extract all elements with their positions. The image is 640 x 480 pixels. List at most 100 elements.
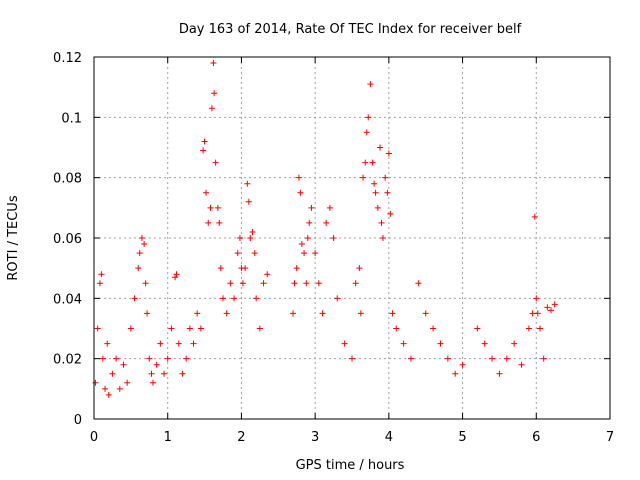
data-point <box>127 325 134 332</box>
data-point <box>113 355 120 362</box>
data-point <box>291 280 298 287</box>
data-point <box>124 379 131 386</box>
y-tick-label: 0.08 <box>53 172 82 187</box>
data-point <box>168 325 175 332</box>
data-point <box>308 204 315 211</box>
y-tick-label: 0.12 <box>53 51 82 66</box>
data-point <box>540 355 547 362</box>
data-point <box>385 150 392 157</box>
data-point <box>194 310 201 317</box>
data-point <box>422 310 429 317</box>
data-point <box>356 265 363 272</box>
data-point <box>197 325 204 332</box>
data-point <box>400 340 407 347</box>
data-point <box>211 90 218 97</box>
data-point <box>138 235 145 241</box>
data-point <box>297 189 304 196</box>
data-point <box>173 271 180 278</box>
data-point <box>371 180 378 187</box>
data-point <box>96 280 103 287</box>
data-point <box>164 355 171 362</box>
data-point <box>251 250 258 257</box>
y-tick-label: 0 <box>74 413 82 428</box>
y-tick-label: 0.04 <box>53 292 82 307</box>
data-point <box>444 355 451 362</box>
data-point <box>220 295 226 302</box>
data-point <box>377 144 384 151</box>
grid <box>94 57 610 419</box>
data-point <box>415 280 422 287</box>
data-point <box>511 340 518 347</box>
data-point <box>247 235 254 241</box>
data-point <box>437 340 444 347</box>
data-point <box>104 340 111 347</box>
x-tick-label: 2 <box>237 430 245 445</box>
data-point <box>304 235 311 241</box>
data-point <box>102 385 109 392</box>
data-point <box>312 250 319 257</box>
data-point <box>239 280 246 287</box>
data-point <box>389 310 396 317</box>
data-point <box>326 204 333 211</box>
data-point <box>367 81 374 88</box>
data-point <box>489 355 496 362</box>
data-point <box>234 250 241 257</box>
data-point <box>120 361 127 368</box>
data-point <box>253 295 260 302</box>
data-point <box>216 219 223 226</box>
data-point <box>301 250 308 257</box>
data-point <box>323 219 330 226</box>
data-point <box>172 274 179 281</box>
data-point <box>109 370 116 377</box>
data-point <box>352 280 359 287</box>
data-point <box>217 265 224 272</box>
data-point <box>365 114 372 121</box>
data-point <box>407 355 414 362</box>
x-axis-label: GPS time / hours <box>296 458 405 473</box>
data-point <box>153 361 160 368</box>
data-point <box>208 105 215 112</box>
data-point <box>144 310 151 317</box>
data-point <box>551 301 558 308</box>
data-point <box>548 307 555 314</box>
data-point <box>210 60 217 67</box>
data-point <box>544 304 551 311</box>
data-point <box>260 280 267 287</box>
x-tick-label: 4 <box>385 430 393 445</box>
data-point <box>387 210 394 217</box>
data-point <box>369 159 376 166</box>
data-point <box>190 340 197 347</box>
data-point <box>201 138 208 145</box>
data-point <box>203 189 210 196</box>
data-point <box>341 340 348 347</box>
data-point <box>264 271 271 278</box>
data-point <box>136 250 143 257</box>
data-point <box>256 325 263 332</box>
data-point <box>214 204 221 211</box>
data-point <box>99 355 106 362</box>
data-point <box>105 391 112 398</box>
data-point <box>290 310 297 317</box>
data-point <box>131 295 138 302</box>
data-point <box>459 361 466 368</box>
data-point <box>382 174 389 181</box>
data-point <box>363 129 370 136</box>
data-point <box>200 147 207 154</box>
data-point <box>175 340 182 347</box>
data-point <box>135 265 142 272</box>
x-tick-label: 0 <box>90 430 98 445</box>
data-point <box>149 379 156 386</box>
data-point <box>231 295 238 302</box>
y-tick-label: 0.06 <box>53 232 82 247</box>
data-point <box>306 219 313 226</box>
data-point <box>244 180 251 187</box>
data-point <box>212 159 219 166</box>
y-tick-labels: 0 0.02 0.04 0.06 0.08 0.1 0.12 <box>53 51 82 428</box>
data-point <box>295 174 302 181</box>
data-point <box>293 265 300 272</box>
data-point <box>116 385 123 392</box>
data-point <box>474 325 481 332</box>
data-point <box>533 295 540 302</box>
data-point <box>362 159 369 166</box>
chart-title: Day 163 of 2014, Rate Of TEC Index for r… <box>179 22 522 37</box>
